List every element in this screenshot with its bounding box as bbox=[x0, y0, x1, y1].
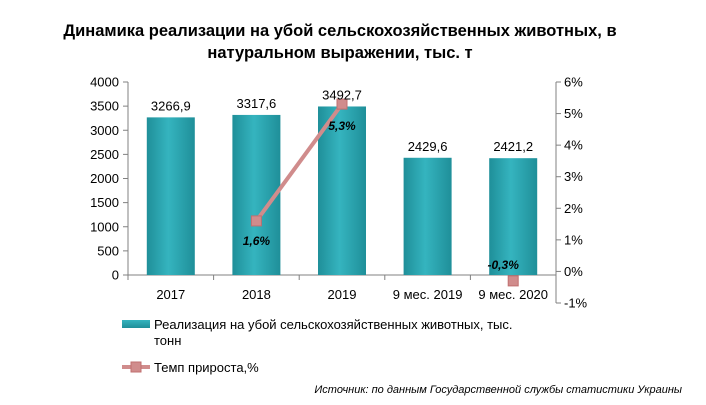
y-left-tick-label: 3000 bbox=[90, 123, 119, 138]
growth-line-segment bbox=[254, 102, 344, 223]
source-note: Источник: по данным Государственной служ… bbox=[314, 384, 682, 396]
bar bbox=[232, 114, 281, 275]
legend-line-marker bbox=[130, 361, 142, 373]
y-right-tick-label: 1% bbox=[564, 232, 583, 247]
y-right-tick-label: 6% bbox=[564, 75, 583, 90]
bar-value-label: 3492,7 bbox=[322, 87, 362, 102]
chart-title: Динамика реализации на убой сельскохозяй… bbox=[63, 22, 617, 62]
y-left-tick-label: 500 bbox=[97, 243, 119, 258]
bar-value-label: 3317,6 bbox=[237, 96, 277, 111]
axes: 0 500 1000 1500 2000 2500 3000 3500 4000 -1% 0% 1% 2… bbox=[90, 75, 587, 311]
growth-value-label: -0,3% bbox=[488, 258, 520, 272]
x-tick-label: 9 мес. 2020 bbox=[478, 287, 548, 302]
y-left-tick-label: 1500 bbox=[90, 195, 119, 210]
legend-line-label: Темп прироста,% bbox=[154, 360, 259, 375]
bar-value-label: 2429,6 bbox=[408, 139, 448, 154]
legend-bar-label: Реализация на убой сельскохозяйственных … bbox=[154, 317, 512, 348]
bar bbox=[146, 117, 195, 276]
y-right-tick-label: 5% bbox=[564, 106, 583, 121]
bar bbox=[318, 106, 366, 275]
y-left-tick-label: 0 bbox=[112, 268, 119, 283]
data-labels: 3266,9 3317,6 3492,7 2429,6 2421,2 1,6% 5,3% -0… bbox=[151, 87, 533, 271]
y-left-tick-label: 1000 bbox=[90, 219, 119, 234]
y-right-tick-label: 0% bbox=[564, 264, 583, 279]
y-right-tick-label: -1% bbox=[564, 296, 588, 311]
growth-line bbox=[250, 98, 519, 287]
y-left-tick-label: 2000 bbox=[90, 171, 119, 186]
legend: Реализация на убой сельскохозяйственных … bbox=[122, 317, 512, 375]
growth-marker bbox=[250, 215, 262, 227]
y-left-tick-label: 3500 bbox=[90, 99, 119, 114]
bars bbox=[146, 106, 538, 276]
legend-bar-swatch bbox=[122, 320, 150, 328]
y-right-tick-label: 3% bbox=[564, 169, 583, 184]
growth-marker bbox=[507, 275, 519, 287]
bar bbox=[403, 157, 452, 275]
growth-value-label: 1,6% bbox=[243, 234, 271, 248]
x-tick-label: 2017 bbox=[156, 287, 185, 302]
bar-value-label: 2421,2 bbox=[493, 139, 533, 154]
x-tick-label: 2018 bbox=[242, 287, 271, 302]
bar-value-label: 3266,9 bbox=[151, 98, 191, 113]
bar bbox=[489, 158, 538, 275]
y-left-tick-label: 2500 bbox=[90, 147, 119, 162]
y-left-tick-label: 4000 bbox=[90, 75, 119, 90]
growth-value-label: 5,3% bbox=[328, 119, 356, 133]
y-right-tick-label: 2% bbox=[564, 201, 583, 216]
growth-marker bbox=[336, 98, 348, 110]
x-tick-label: 2019 bbox=[328, 287, 357, 302]
x-tick-label: 9 мес. 2019 bbox=[393, 287, 463, 302]
y-right-tick-label: 4% bbox=[564, 138, 583, 153]
